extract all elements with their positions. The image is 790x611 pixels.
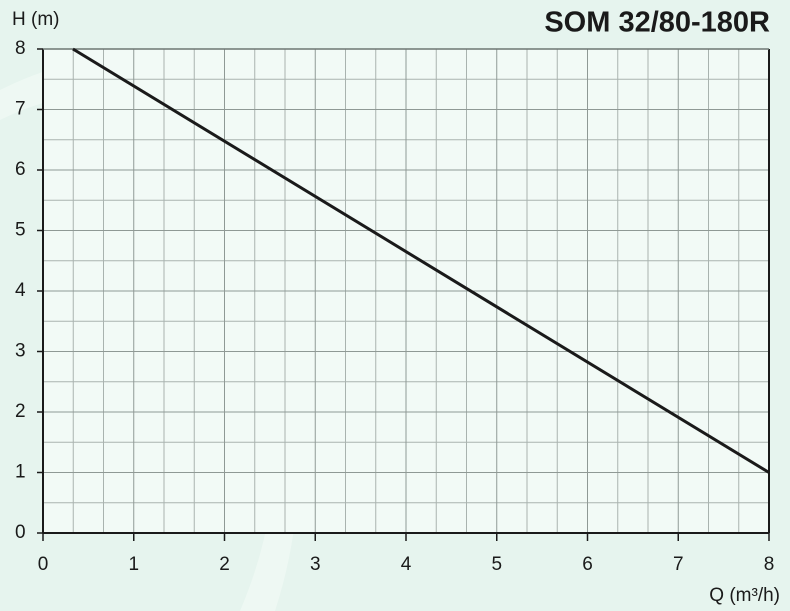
- y-tick-label: 3: [15, 341, 26, 362]
- y-tick-label: 7: [15, 99, 26, 120]
- curve: [72, 47, 770, 474]
- x-tick-label: 7: [673, 554, 684, 575]
- y-tick-label: 0: [15, 522, 26, 543]
- x-tick-label: 2: [219, 554, 230, 575]
- x-axis-label: Q (m³/h): [709, 585, 780, 606]
- y-tick-label: 6: [15, 159, 26, 180]
- x-tick-label: 5: [491, 554, 502, 575]
- x-tick-label: 3: [310, 554, 321, 575]
- x-tick-label: 1: [128, 554, 139, 575]
- x-tick-label: 6: [582, 554, 593, 575]
- y-tick-label: 8: [15, 38, 26, 59]
- x-tick-label: 0: [38, 554, 49, 575]
- y-tick-label: 5: [15, 220, 26, 241]
- y-tick-label: 1: [15, 462, 26, 483]
- x-tick-label: 4: [401, 554, 412, 575]
- y-axis-label: H (m): [12, 9, 59, 30]
- x-tick-label: 8: [764, 554, 775, 575]
- y-tick-label: 4: [15, 280, 26, 301]
- chart-title: SOM 32/80-180R: [544, 7, 770, 39]
- y-tick-label: 2: [15, 401, 26, 422]
